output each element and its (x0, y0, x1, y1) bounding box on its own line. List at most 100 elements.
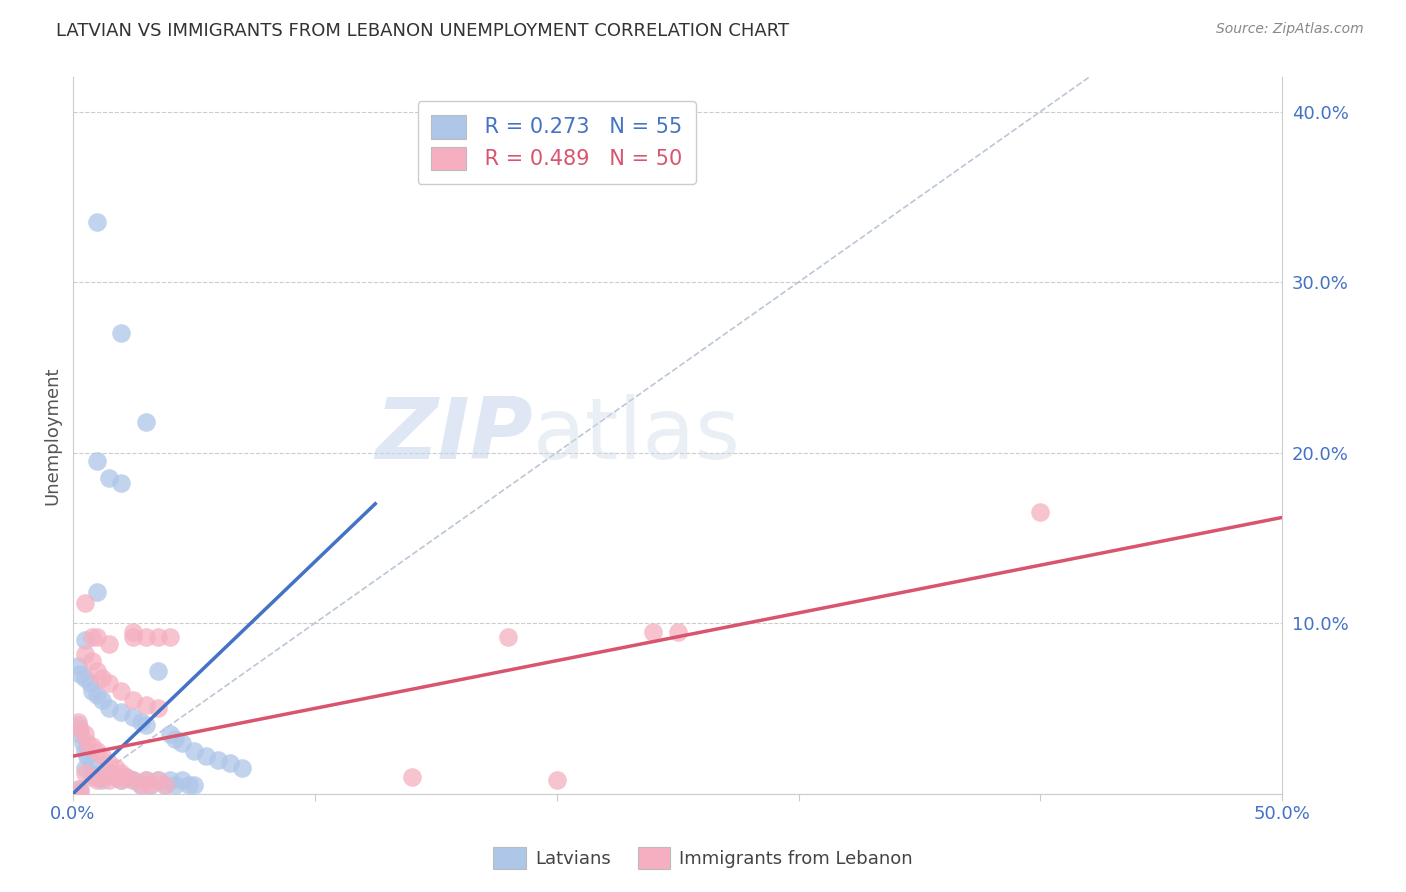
Text: ZIP: ZIP (375, 394, 533, 477)
Point (134, 415, 156, 429)
Point (207, 753, 229, 767)
Point (86, 688, 108, 702)
Point (219, 756, 242, 770)
Point (231, 761, 253, 775)
Point (86, 630, 108, 644)
Point (82, 770, 104, 784)
Point (98, 766, 121, 780)
Point (110, 772, 132, 787)
Point (82, 630, 104, 644)
Point (122, 693, 145, 707)
Point (73, 633, 96, 648)
Point (183, 744, 205, 758)
Point (546, 772, 568, 787)
Point (134, 718, 156, 732)
Point (66, 718, 89, 732)
Point (82, 684, 104, 698)
Point (73, 766, 96, 780)
Point (66, 714, 89, 729)
Legend:  R = 0.273   N = 55,  R = 0.489   N = 50: R = 0.273 N = 55, R = 0.489 N = 50 (418, 102, 696, 184)
Point (146, 701, 169, 715)
Point (1029, 505, 1052, 519)
Point (153, 778, 176, 792)
Legend: Latvians, Immigrants from Lebanon: Latvians, Immigrants from Lebanon (486, 839, 920, 876)
Point (98, 471, 121, 485)
Point (72, 735, 94, 749)
Point (73, 596, 96, 610)
Point (69, 727, 91, 741)
Point (134, 772, 156, 787)
Point (69, 722, 91, 736)
Point (82, 739, 104, 753)
Point (86, 772, 108, 787)
Point (498, 630, 520, 644)
Point (86, 770, 108, 784)
Point (69, 781, 91, 796)
Point (91, 671, 114, 685)
Point (76, 749, 98, 764)
Point (146, 630, 169, 644)
Point (129, 714, 152, 729)
Point (98, 676, 121, 690)
Point (129, 778, 152, 792)
Point (86, 454, 108, 468)
Point (69, 667, 91, 681)
Point (139, 778, 162, 792)
Point (170, 772, 193, 787)
Point (183, 778, 205, 792)
Point (86, 215, 108, 229)
Point (146, 772, 169, 787)
Point (73, 727, 96, 741)
Point (134, 698, 156, 712)
Point (79, 676, 101, 690)
Point (163, 732, 186, 747)
Point (177, 778, 200, 792)
Point (73, 744, 96, 758)
Point (115, 770, 138, 784)
Point (110, 326, 132, 341)
Point (110, 772, 132, 787)
Point (122, 624, 145, 639)
Point (122, 772, 145, 787)
Point (105, 770, 128, 784)
Point (122, 630, 145, 644)
Point (91, 770, 114, 784)
Point (122, 772, 145, 787)
Point (163, 778, 186, 792)
Point (146, 772, 169, 787)
Point (105, 770, 128, 784)
Point (139, 778, 162, 792)
Point (66, 781, 89, 796)
Point (159, 727, 181, 741)
Point (98, 772, 121, 787)
Point (170, 735, 193, 749)
Point (73, 761, 96, 775)
Point (110, 476, 132, 491)
Point (159, 772, 181, 787)
Point (73, 671, 96, 685)
Point (194, 749, 217, 764)
Point (153, 778, 176, 792)
Point (401, 770, 423, 784)
Point (122, 710, 145, 724)
Point (134, 630, 156, 644)
Point (105, 761, 128, 775)
Point (159, 630, 181, 644)
Point (82, 766, 104, 780)
Point (134, 772, 156, 787)
Point (66, 658, 89, 673)
Point (91, 749, 114, 764)
Point (110, 705, 132, 719)
Point (666, 624, 689, 639)
Point (129, 778, 152, 792)
Point (86, 585, 108, 599)
Point (110, 684, 132, 698)
Point (69, 785, 91, 799)
Y-axis label: Unemployment: Unemployment (44, 367, 60, 505)
Point (91, 772, 114, 787)
Text: LATVIAN VS IMMIGRANTS FROM LEBANON UNEMPLOYMENT CORRELATION CHART: LATVIAN VS IMMIGRANTS FROM LEBANON UNEMP… (56, 22, 789, 40)
Point (98, 756, 121, 770)
Point (76, 735, 98, 749)
Text: atlas: atlas (533, 394, 741, 477)
Point (98, 701, 121, 715)
